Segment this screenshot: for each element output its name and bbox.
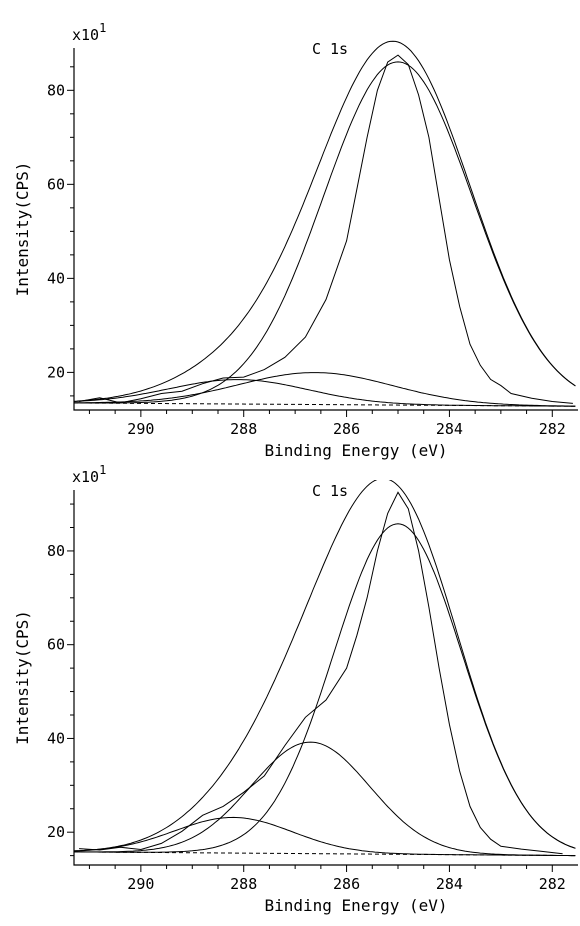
chart-title: C 1s — [312, 40, 348, 58]
y-tick-label: 20 — [47, 823, 65, 841]
fit-component-2 — [74, 741, 576, 857]
y-multiplier-label: x101 — [72, 463, 106, 486]
y-axis-label: Intensity(CPS) — [13, 610, 32, 745]
y-tick-label: 40 — [47, 729, 65, 747]
x-tick-label: 284 — [436, 875, 463, 893]
x-axis-label: Binding Energy (eV) — [264, 896, 447, 915]
fit-component-1 — [74, 61, 576, 404]
x-tick-label: 284 — [436, 420, 463, 438]
plot-area — [74, 480, 578, 857]
y-axis-label: Intensity(CPS) — [13, 162, 32, 297]
fit-envelope — [74, 480, 576, 852]
multiplier-base: x10 — [72, 468, 99, 486]
fit-component-3 — [74, 816, 576, 857]
x-tick-label: 282 — [539, 420, 566, 438]
y-tick-label: 80 — [47, 81, 65, 99]
y-tick-label: 20 — [47, 363, 65, 381]
chart-panel-2: 20 40 60 80 290 288 286 284 282 x101 C 1s Binding E… — [13, 463, 578, 915]
multiplier-base: x10 — [72, 26, 99, 44]
raw-spectrum-line — [79, 491, 563, 855]
x-tick-label: 286 — [333, 875, 360, 893]
y-multiplier-label: x101 — [72, 21, 106, 44]
fit-component-3 — [74, 379, 576, 407]
x-tick-label: 290 — [127, 875, 154, 893]
x-tick-label: 282 — [539, 875, 566, 893]
multiplier-exponent: 1 — [99, 21, 106, 35]
plot-area — [74, 40, 578, 407]
x-tick-label: 286 — [333, 420, 360, 438]
chart-panel-1: 20 40 60 80 290 288 286 284 282 x101 C 1s Binding E… — [13, 21, 578, 460]
raw-spectrum-line — [79, 54, 573, 404]
y-tick-label: 60 — [47, 636, 65, 654]
x-axis-label: Binding Energy (eV) — [264, 441, 447, 460]
y-tick-label: 40 — [47, 269, 65, 287]
fit-component-2 — [74, 372, 576, 407]
x-tick-label: 290 — [127, 420, 154, 438]
fit-envelope — [74, 40, 576, 402]
y-tick-label: 80 — [47, 542, 65, 560]
axis-frame — [73, 48, 578, 411]
x-tick-label: 288 — [230, 875, 257, 893]
fit-component-1 — [74, 523, 576, 853]
y-tick-label: 60 — [47, 175, 65, 193]
multiplier-exponent: 1 — [99, 463, 106, 477]
axis-frame — [73, 490, 578, 866]
x-tick-label: 288 — [230, 420, 257, 438]
chart-title: C 1s — [312, 482, 348, 500]
